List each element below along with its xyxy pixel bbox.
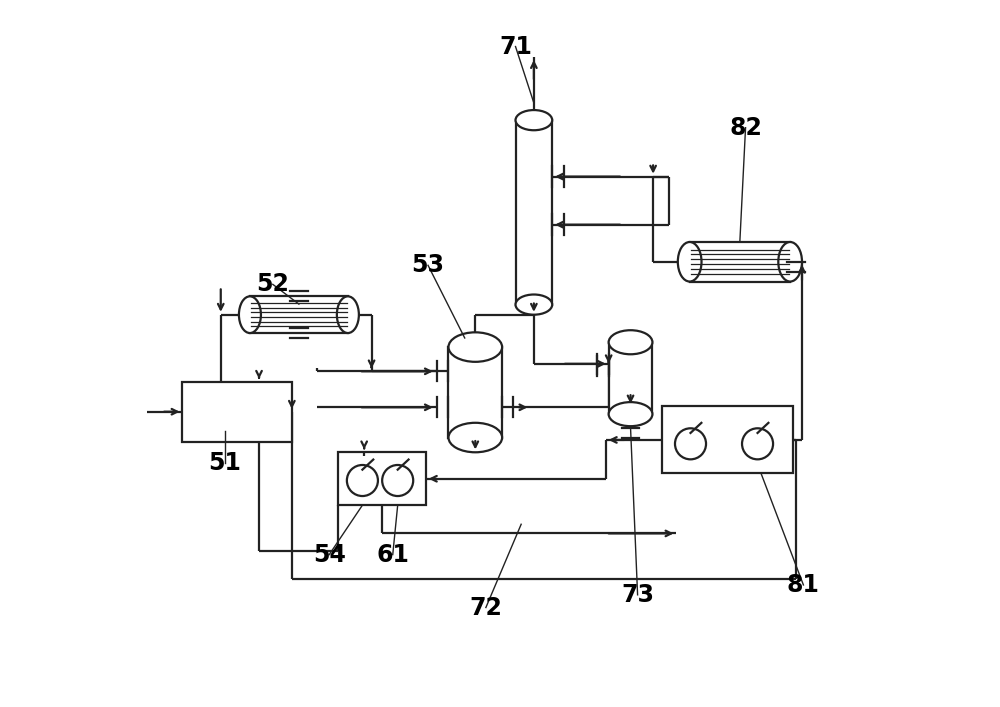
Bar [662,407,793,474]
Bar [690,242,790,281]
Circle shape [347,465,378,496]
Ellipse shape [239,296,261,333]
Text: 51: 51 [208,451,241,475]
Ellipse shape [516,295,552,315]
Ellipse shape [778,242,802,281]
Text: 52: 52 [256,272,289,296]
Ellipse shape [609,330,652,354]
Bar [338,452,426,506]
Bar [182,382,292,442]
Ellipse shape [678,242,702,281]
Text: 72: 72 [469,595,502,619]
Text: 61: 61 [376,542,409,566]
Ellipse shape [609,402,652,426]
Circle shape [675,428,706,460]
Text: 82: 82 [729,116,762,140]
Ellipse shape [448,332,502,362]
Circle shape [742,428,773,460]
Ellipse shape [516,110,552,130]
Text: 53: 53 [412,253,445,277]
Bar [250,296,348,333]
Text: 71: 71 [499,35,532,59]
Bar [516,120,552,305]
Text: 73: 73 [621,583,654,607]
Text: 54: 54 [313,542,346,566]
Text: 81: 81 [787,573,820,597]
Bar [609,342,652,414]
Circle shape [382,465,413,496]
Bar [448,347,502,438]
Ellipse shape [337,296,359,333]
Ellipse shape [448,423,502,452]
